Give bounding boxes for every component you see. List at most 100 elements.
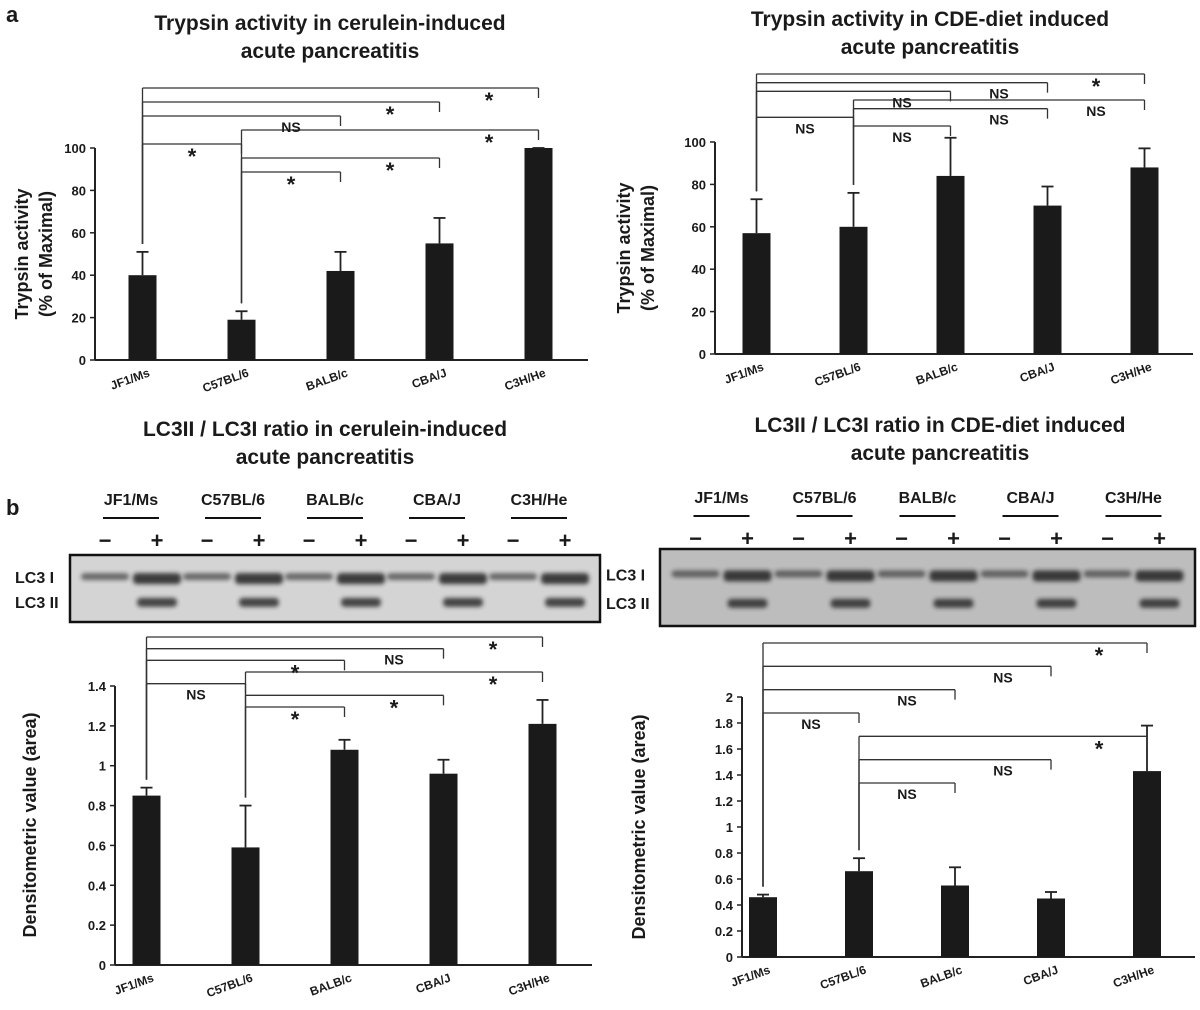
- band-label: LC3 II: [15, 595, 59, 612]
- y-tick-label: 0.6: [88, 838, 106, 853]
- treatment-label: +: [253, 528, 266, 553]
- band: [439, 573, 487, 584]
- band: [183, 573, 231, 580]
- significance-label: *: [287, 172, 296, 197]
- treatment-label: +: [355, 528, 368, 553]
- bar: [331, 750, 359, 965]
- strain-label: BALB/c: [306, 492, 364, 509]
- significance-label: NS: [186, 687, 205, 703]
- band: [489, 573, 537, 580]
- chart-title: acute pancreatitis: [241, 40, 420, 63]
- bar: [426, 243, 454, 360]
- significance-label: *: [291, 660, 300, 685]
- strain-label: CBA/J: [1006, 490, 1054, 507]
- y-tick-label: 0.2: [715, 924, 733, 939]
- y-axis-label: Densitometric value (area): [629, 714, 649, 939]
- treatment-label: +: [844, 526, 857, 551]
- y-tick-label: 1.2: [88, 719, 106, 734]
- treatment-label: +: [559, 528, 572, 553]
- treatment-label: −: [998, 526, 1011, 551]
- chart-title: acute pancreatitis: [851, 442, 1030, 465]
- band: [137, 598, 177, 607]
- band: [775, 570, 823, 577]
- panel-label: b: [6, 495, 19, 520]
- significance-label: NS: [1086, 103, 1105, 119]
- significance-label: *: [390, 695, 399, 720]
- blot-box: [660, 549, 1195, 626]
- band: [1033, 570, 1081, 581]
- band: [81, 573, 129, 580]
- band: [133, 573, 181, 584]
- treatment-label: −: [1101, 526, 1114, 551]
- strain-label: C3H/He: [511, 492, 568, 509]
- significance-label: NS: [795, 120, 814, 136]
- treatment-label: +: [1153, 526, 1166, 551]
- strain-label: C57BL/6: [201, 492, 265, 509]
- figure: a b Trypsin activity in cerulein-induced…: [0, 0, 1200, 1010]
- significance-label: *: [489, 672, 498, 697]
- band: [387, 573, 435, 580]
- chart-title: acute pancreatitis: [841, 36, 1020, 59]
- y-tick-label: 0.6: [715, 872, 733, 887]
- band: [672, 570, 720, 577]
- bar: [1037, 899, 1065, 958]
- band: [1140, 599, 1180, 608]
- band: [285, 573, 333, 580]
- y-tick-label: 1: [99, 759, 106, 774]
- significance-label: *: [291, 707, 300, 732]
- treatment-label: −: [792, 526, 805, 551]
- significance-label: *: [1092, 74, 1101, 99]
- bar: [232, 847, 260, 965]
- strain-label: BALB/c: [899, 490, 957, 507]
- treatment-label: +: [151, 528, 164, 553]
- bar: [133, 796, 161, 965]
- panel-label: a: [6, 2, 19, 27]
- y-tick-label: 0: [726, 950, 733, 965]
- band: [934, 599, 974, 608]
- chart-title: LC3II / LC3I ratio in cerulein-induced: [143, 418, 507, 441]
- significance-label: NS: [897, 693, 916, 709]
- bar: [525, 148, 553, 360]
- treatment-label: +: [1050, 526, 1063, 551]
- y-tick-label: 1.4: [715, 768, 734, 783]
- bar: [743, 233, 771, 354]
- y-axis-label: Trypsin activity: [12, 188, 32, 319]
- significance-label: *: [386, 102, 395, 127]
- blot-box: [70, 555, 600, 622]
- treatment-label: −: [303, 528, 316, 553]
- y-tick-label: 40: [72, 268, 86, 283]
- y-tick-label: 0.4: [88, 878, 107, 893]
- strain-label: C57BL/6: [792, 490, 856, 507]
- band: [341, 598, 381, 607]
- bar: [840, 227, 868, 354]
- band: [728, 599, 768, 608]
- strain-label: JF1/Ms: [104, 492, 158, 509]
- significance-label: NS: [801, 716, 820, 732]
- bar: [845, 871, 873, 957]
- y-axis-label: (% of Maximal): [638, 185, 658, 311]
- y-axis-label: Trypsin activity: [614, 182, 634, 313]
- y-tick-label: 1: [726, 820, 733, 835]
- significance-label: NS: [897, 786, 916, 802]
- band: [831, 599, 871, 608]
- significance-label: NS: [989, 86, 1008, 102]
- y-tick-label: 60: [692, 220, 706, 235]
- y-tick-label: 0.4: [715, 898, 734, 913]
- chart-title: LC3II / LC3I ratio in CDE-diet induced: [754, 414, 1125, 437]
- bar: [529, 724, 557, 965]
- band: [724, 570, 772, 581]
- y-tick-label: 20: [72, 311, 86, 326]
- significance-label: NS: [993, 763, 1012, 779]
- bar: [1131, 167, 1159, 354]
- significance-label: NS: [993, 669, 1012, 685]
- strain-label: C3H/He: [1105, 490, 1162, 507]
- bar: [129, 275, 157, 360]
- treatment-label: −: [895, 526, 908, 551]
- y-tick-label: 0.2: [88, 918, 106, 933]
- y-tick-label: 1.8: [715, 716, 733, 731]
- bar: [1133, 771, 1161, 957]
- band: [541, 573, 589, 584]
- y-tick-label: 60: [72, 226, 86, 241]
- y-tick-label: 0: [99, 958, 106, 973]
- significance-label: NS: [892, 94, 911, 110]
